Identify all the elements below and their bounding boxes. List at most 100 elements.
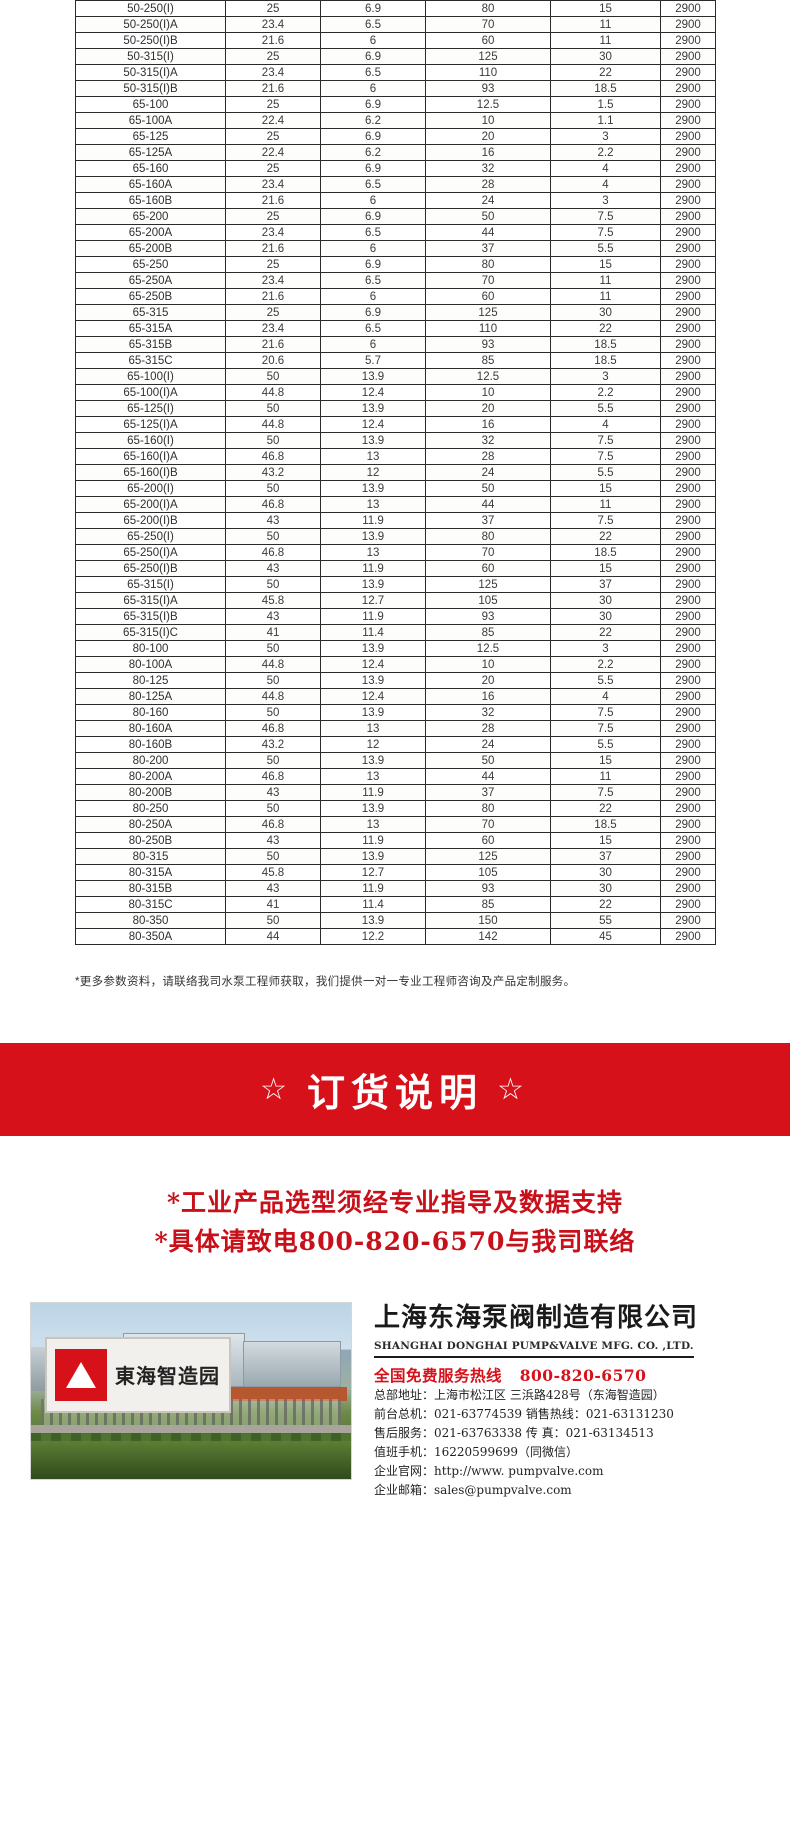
company-email[interactable]: 企业邮箱：sales@pumpvalve.com	[374, 1482, 572, 1497]
cell-value: 13	[320, 816, 426, 833]
cell-model: 65-315	[75, 304, 226, 321]
cell-value: 6.9	[320, 96, 426, 113]
cell-value: 28	[425, 448, 551, 465]
table-row: 65-250A 23.4 6.5 70 11 2900	[75, 272, 716, 289]
cell-value: 30	[550, 304, 661, 321]
cell-value: 13.9	[320, 672, 426, 689]
cell-value: 25	[225, 160, 321, 177]
cell-value: 23.4	[225, 16, 321, 33]
cell-model: 80-250A	[75, 816, 226, 833]
cell-value: 37	[425, 512, 551, 529]
cell-value: 45.8	[225, 592, 321, 609]
table-row: 65-315A 23.4 6.5 110 22 2900	[75, 320, 716, 337]
table-row: 65-200A 23.4 6.5 44 7.5 2900	[75, 224, 716, 241]
cell-value: 18.5	[550, 80, 661, 97]
cell-value: 50	[225, 800, 321, 817]
cell-value: 45	[550, 928, 661, 945]
cell-model: 65-250	[75, 256, 226, 273]
cell-value: 2900	[660, 16, 716, 33]
cell-value: 6.9	[320, 160, 426, 177]
cell-value: 125	[425, 576, 551, 593]
cell-value: 2900	[660, 928, 716, 945]
table-row: 50-250(I)B 21.6 6 60 11 2900	[75, 32, 716, 49]
cell-value: 15	[550, 0, 661, 17]
cell-value: 44	[425, 768, 551, 785]
cell-value: 5.5	[550, 464, 661, 481]
factory-photo: 東海智造园	[30, 1301, 352, 1480]
cell-value: 43	[225, 560, 321, 577]
table-row: 65-200(I)A 46.8 13 44 11 2900	[75, 496, 716, 513]
donghai-triangle-logo-icon	[55, 1348, 107, 1401]
cell-value: 16	[425, 688, 551, 705]
cell-value: 13.9	[320, 752, 426, 769]
cell-value: 7.5	[550, 432, 661, 449]
cell-value: 13.9	[320, 576, 426, 593]
cell-model: 65-200B	[75, 240, 226, 257]
cell-value: 2900	[660, 880, 716, 897]
cell-value: 93	[425, 880, 551, 897]
cell-value: 3	[550, 368, 661, 385]
cell-value: 30	[550, 880, 661, 897]
cell-model: 65-250(I)	[75, 528, 226, 545]
cell-model: 80-160	[75, 704, 226, 721]
star-right-icon: ☆	[497, 1071, 530, 1107]
cell-value: 70	[425, 816, 551, 833]
cell-value: 25	[225, 128, 321, 145]
cell-model: 80-125A	[75, 688, 226, 705]
cell-value: 25	[225, 256, 321, 273]
cell-model: 65-250(I)B	[75, 560, 226, 577]
cell-value: 13.9	[320, 400, 426, 417]
cell-model: 65-160	[75, 160, 226, 177]
cell-value: 7.5	[550, 224, 661, 241]
cell-value: 50	[225, 672, 321, 689]
cell-value: 44.8	[225, 688, 321, 705]
table-row: 65-315C 20.6 5.7 85 18.5 2900	[75, 352, 716, 369]
cell-value: 3	[550, 640, 661, 657]
table-row: 65-100A 22.4 6.2 10 1.1 2900	[75, 112, 716, 129]
cell-value: 44	[225, 928, 321, 945]
cell-model: 65-160(I)A	[75, 448, 226, 465]
cell-model: 65-125(I)A	[75, 416, 226, 433]
cell-value: 50	[225, 912, 321, 929]
table-row: 80-200B 43 11.9 37 7.5 2900	[75, 784, 716, 801]
pump-spec-table: 50-250(I) 25 6.9 80 15 2900 50-250(I)A 23.4 6.5 7…	[75, 0, 716, 945]
cell-value: 6	[320, 32, 426, 49]
cell-value: 6.5	[320, 272, 426, 289]
cell-value: 11.9	[320, 784, 426, 801]
cell-value: 2900	[660, 672, 716, 689]
table-row: 65-125A 22.4 6.2 16 2.2 2900	[75, 144, 716, 161]
table-row: 80-200 50 13.9 50 15 2900	[75, 752, 716, 769]
table-row: 65-315(I)C 41 11.4 85 22 2900	[75, 624, 716, 641]
cell-value: 80	[425, 256, 551, 273]
cell-value: 50	[425, 480, 551, 497]
cell-value: 46.8	[225, 816, 321, 833]
cell-value: 12.2	[320, 928, 426, 945]
cell-value: 22	[550, 624, 661, 641]
cell-value: 6.9	[320, 304, 426, 321]
cell-value: 21.6	[225, 192, 321, 209]
cell-value: 20	[425, 400, 551, 417]
cell-value: 4	[550, 176, 661, 193]
cell-value: 21.6	[225, 240, 321, 257]
cell-value: 6.5	[320, 64, 426, 81]
cell-value: 10	[425, 112, 551, 129]
table-row: 65-315(I) 50 13.9 125 37 2900	[75, 576, 716, 593]
cell-value: 22.4	[225, 112, 321, 129]
table-row: 65-200(I) 50 13.9 50 15 2900	[75, 480, 716, 497]
company-website[interactable]: 企业官网：http://www. pumpvalve.com	[374, 1463, 604, 1478]
cell-value: 4	[550, 688, 661, 705]
cell-value: 23.4	[225, 224, 321, 241]
cell-value: 50	[225, 640, 321, 657]
cell-value: 37	[425, 240, 551, 257]
cell-value: 13.9	[320, 432, 426, 449]
cell-value: 18.5	[550, 816, 661, 833]
cell-value: 37	[550, 848, 661, 865]
table-row: 65-315B 21.6 6 93 18.5 2900	[75, 336, 716, 353]
cell-model: 65-250A	[75, 272, 226, 289]
cell-value: 85	[425, 352, 551, 369]
cell-value: 70	[425, 272, 551, 289]
cell-value: 2900	[660, 528, 716, 545]
table-row: 65-100(I)A 44.8 12.4 10 2.2 2900	[75, 384, 716, 401]
cell-value: 6.9	[320, 256, 426, 273]
cell-value: 44	[425, 224, 551, 241]
